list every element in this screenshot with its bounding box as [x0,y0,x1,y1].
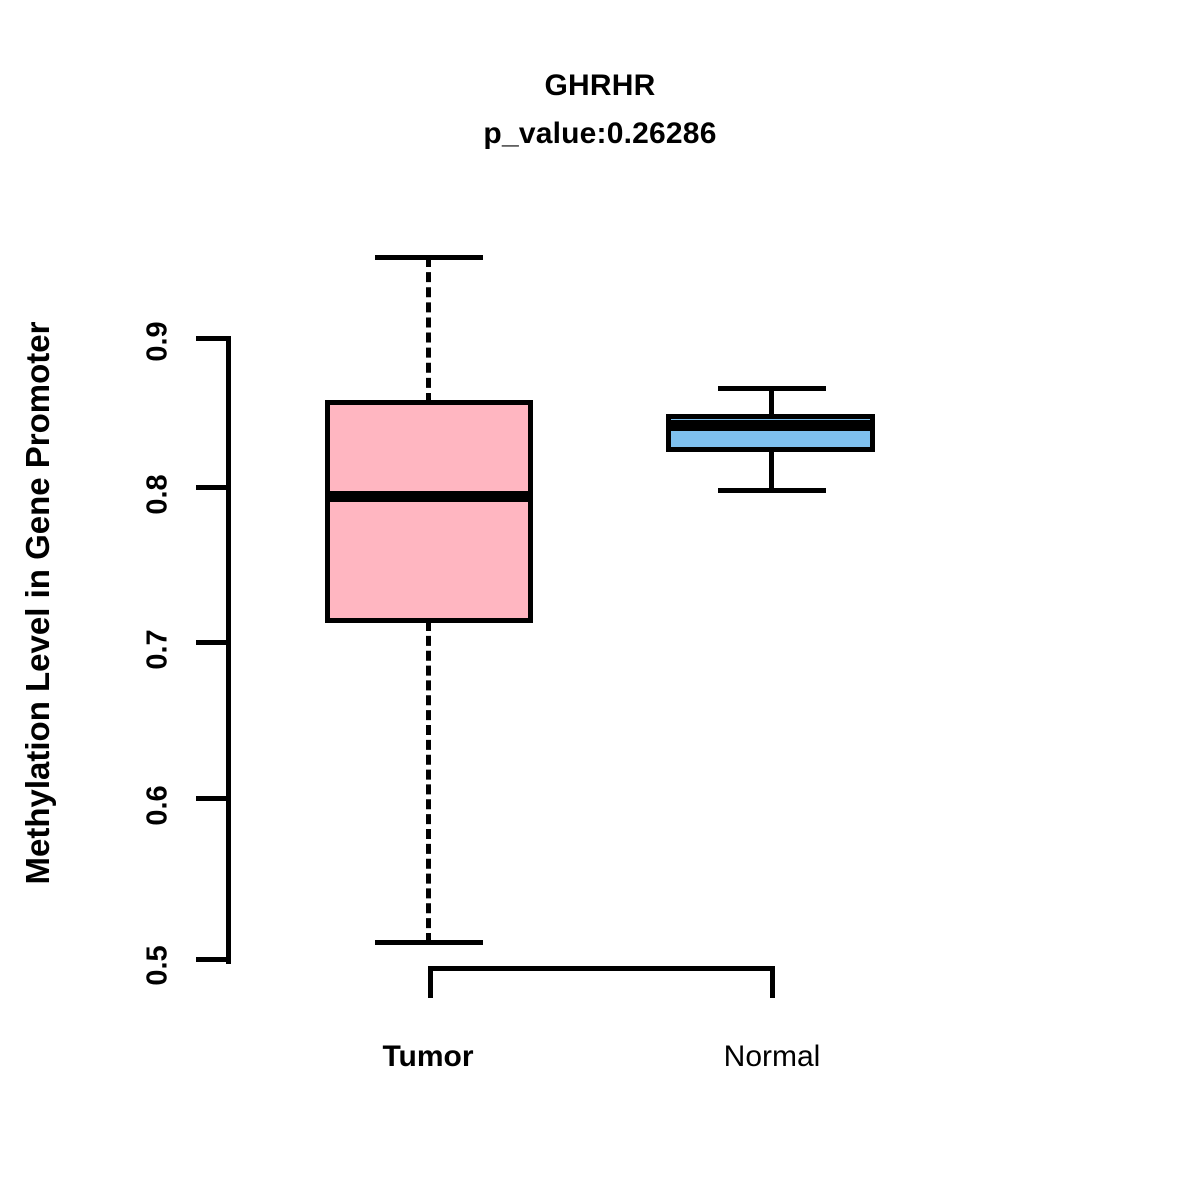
tumor-upper-whisker [426,257,431,403]
x-tick-mark-normal [770,966,775,998]
tumor-upper-whisker-cap [375,255,483,260]
normal-lower-whisker-cap [718,488,826,493]
normal-upper-whisker-cap [718,386,826,391]
y-tick-label-0.9: 0.9 [141,321,174,362]
y-tick-mark-0.6 [196,796,228,801]
chart-subtitle-pvalue: p_value:0.26286 [483,117,717,150]
x-tick-label-tumor: Tumor [382,1040,474,1073]
tumor-lower-whisker [426,621,431,943]
y-tick-label-0.5: 0.5 [141,945,174,986]
x-tick-label-normal: Normal [723,1040,821,1073]
y-tick-mark-0.9 [196,336,228,341]
y-tick-mark-0.8 [196,485,228,490]
y-tick-label-0.8: 0.8 [141,474,174,515]
y-axis-line [226,336,231,964]
tumor-median-line [325,491,533,502]
y-tick-label-0.7: 0.7 [141,629,174,670]
tumor-box [325,400,533,623]
y-tick-mark-0.7 [196,640,228,645]
y-tick-mark-0.5 [196,957,228,962]
x-tick-mark-tumor [428,966,433,998]
y-tick-label-0.6: 0.6 [141,785,174,826]
chart-title-block: GHRHR p_value:0.26286 [0,62,1200,158]
x-axis-line [428,966,775,971]
chart-title: GHRHR [544,69,656,102]
normal-lower-whisker [769,451,774,490]
normal-upper-whisker [769,388,774,419]
normal-median-line [666,420,875,431]
tumor-lower-whisker-cap [375,940,483,945]
y-axis-label: Methylation Level in Gene Promoter [19,321,56,885]
